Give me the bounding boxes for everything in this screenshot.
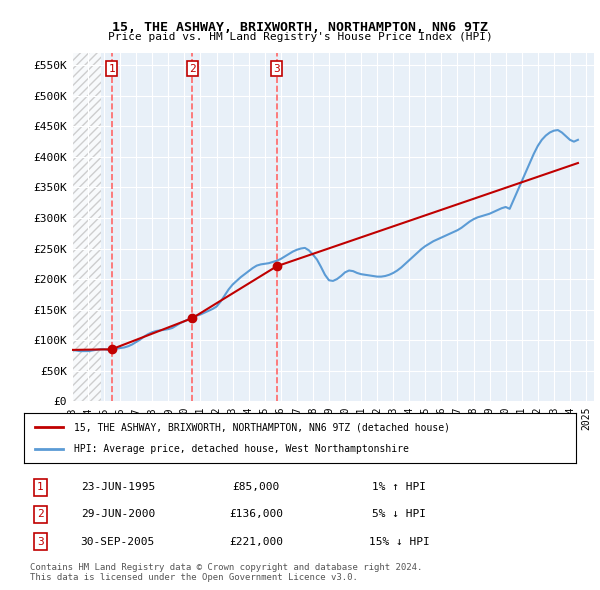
- Text: 1: 1: [108, 64, 115, 74]
- Text: 15, THE ASHWAY, BRIXWORTH, NORTHAMPTON, NN6 9TZ (detached house): 15, THE ASHWAY, BRIXWORTH, NORTHAMPTON, …: [74, 422, 449, 432]
- Text: Price paid vs. HM Land Registry's House Price Index (HPI): Price paid vs. HM Land Registry's House …: [107, 32, 493, 42]
- Text: 29-JUN-2000: 29-JUN-2000: [81, 510, 155, 519]
- Text: 3: 3: [274, 64, 280, 74]
- Text: 23-JUN-1995: 23-JUN-1995: [81, 482, 155, 492]
- Text: This data is licensed under the Open Government Licence v3.0.: This data is licensed under the Open Gov…: [30, 573, 358, 582]
- Text: 3: 3: [37, 537, 44, 547]
- Text: 1: 1: [37, 482, 44, 492]
- Text: 30-SEP-2005: 30-SEP-2005: [81, 537, 155, 547]
- Text: 15, THE ASHWAY, BRIXWORTH, NORTHAMPTON, NN6 9TZ: 15, THE ASHWAY, BRIXWORTH, NORTHAMPTON, …: [112, 21, 488, 34]
- Text: 1% ↑ HPI: 1% ↑ HPI: [373, 482, 427, 492]
- Text: 5% ↓ HPI: 5% ↓ HPI: [373, 510, 427, 519]
- Text: £221,000: £221,000: [229, 537, 283, 547]
- Text: 2: 2: [37, 510, 44, 519]
- Text: 2: 2: [189, 64, 196, 74]
- Text: £136,000: £136,000: [229, 510, 283, 519]
- Text: HPI: Average price, detached house, West Northamptonshire: HPI: Average price, detached house, West…: [74, 444, 409, 454]
- Text: 15% ↓ HPI: 15% ↓ HPI: [369, 537, 430, 547]
- Text: Contains HM Land Registry data © Crown copyright and database right 2024.: Contains HM Land Registry data © Crown c…: [30, 563, 422, 572]
- Text: £85,000: £85,000: [232, 482, 280, 492]
